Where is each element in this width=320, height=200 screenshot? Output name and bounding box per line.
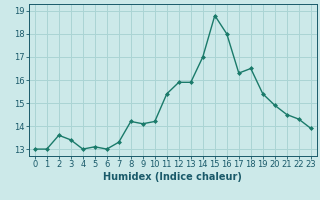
X-axis label: Humidex (Indice chaleur): Humidex (Indice chaleur): [103, 172, 242, 182]
